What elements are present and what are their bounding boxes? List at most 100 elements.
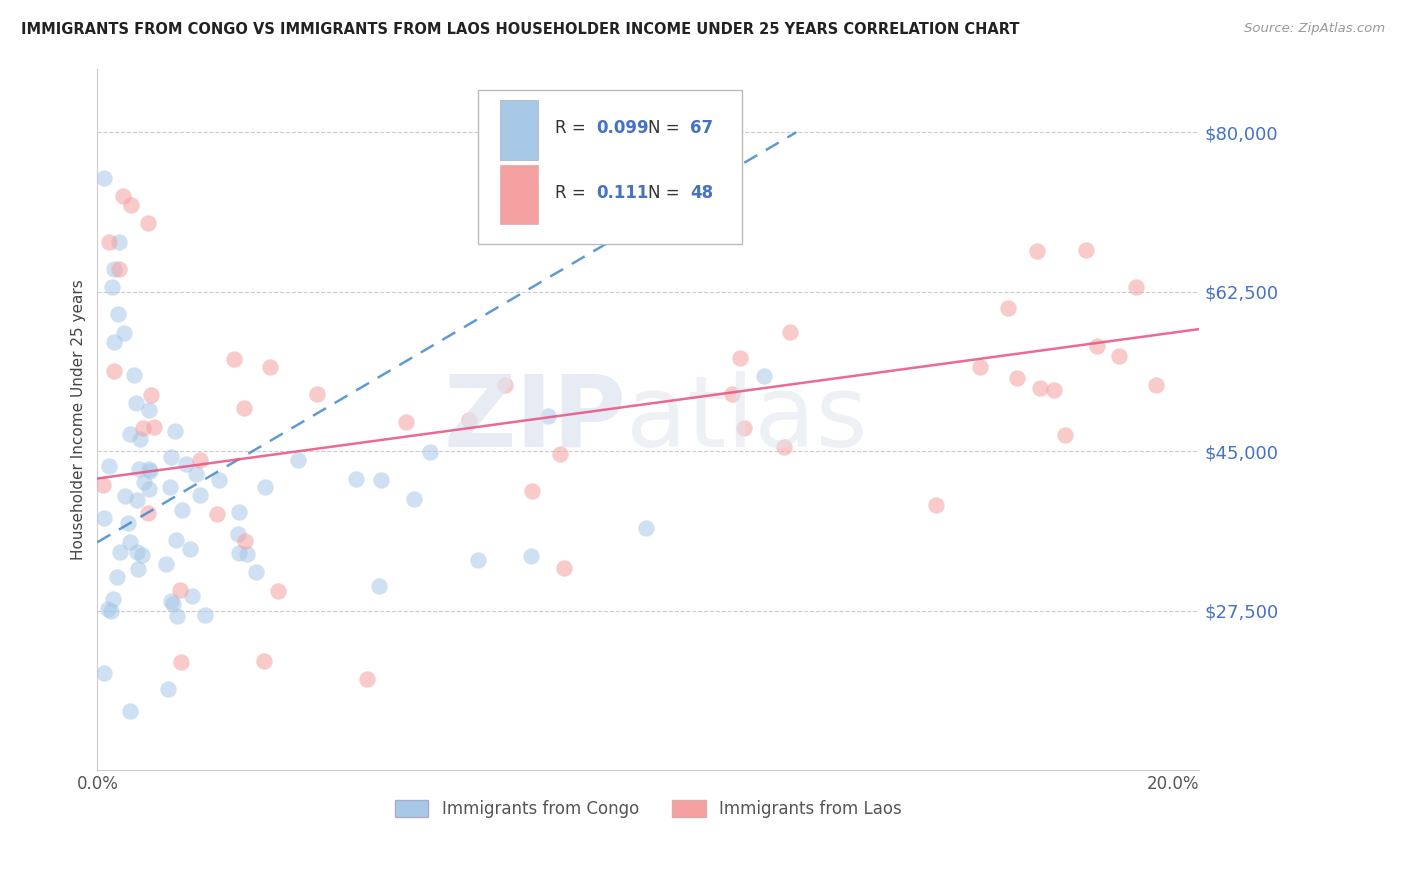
Point (127, 545, 149, 559)
Point (228, 546, 250, 560)
Text: Source: ZipAtlas.com: Source: ZipAtlas.com (1244, 22, 1385, 36)
Point (127, 562, 149, 576)
Point (105, 570, 128, 584)
Point (139, 388, 162, 402)
Text: 67: 67 (690, 120, 713, 137)
Text: N =: N = (648, 120, 685, 137)
Point (1005, 371, 1028, 385)
Point (773, 440, 796, 454)
Point (98, 235, 121, 249)
Point (97, 458, 120, 473)
Point (252, 654, 274, 668)
Point (155, 557, 177, 571)
Point (634, 521, 657, 535)
Point (370, 473, 392, 487)
Point (93, 511, 115, 525)
Point (733, 421, 755, 435)
Point (114, 490, 136, 504)
Point (228, 527, 250, 541)
Point (156, 682, 179, 697)
Point (222, 351, 245, 366)
Point (108, 235, 131, 249)
Point (132, 421, 155, 435)
Point (253, 480, 276, 494)
Point (194, 607, 217, 622)
Point (233, 401, 256, 416)
Point (402, 491, 425, 506)
Point (607, 229, 630, 244)
Point (103, 364, 125, 378)
Point (91, 478, 114, 492)
Point (142, 420, 165, 434)
Point (136, 507, 159, 521)
Point (1125, 280, 1147, 294)
Point (520, 549, 543, 564)
Point (259, 360, 281, 375)
Point (176, 457, 198, 471)
Point (112, 326, 135, 340)
Point (117, 516, 139, 531)
Point (159, 450, 181, 464)
Point (170, 503, 193, 517)
Point (131, 548, 153, 562)
Point (287, 452, 309, 467)
Y-axis label: Householder Income Under 25 years: Householder Income Under 25 years (72, 279, 86, 559)
Point (103, 334, 125, 349)
Point (553, 560, 575, 574)
Point (997, 301, 1019, 315)
FancyBboxPatch shape (478, 89, 742, 244)
Point (93, 665, 115, 680)
Point (267, 584, 290, 599)
Point (103, 262, 125, 277)
Point (779, 325, 801, 339)
Point (138, 403, 160, 417)
Point (138, 482, 160, 496)
Text: atlas: atlas (626, 371, 868, 467)
Point (233, 534, 256, 549)
Point (107, 262, 129, 277)
Point (138, 462, 160, 476)
Point (97, 602, 120, 616)
Point (1043, 383, 1066, 397)
Text: 0.111: 0.111 (596, 185, 650, 202)
Point (179, 541, 201, 556)
Point (457, 412, 479, 426)
Point (720, 387, 742, 401)
Point (305, 387, 328, 401)
Text: ZIP: ZIP (443, 371, 626, 467)
Point (236, 547, 259, 561)
Point (129, 432, 152, 446)
Point (245, 565, 267, 579)
Point (125, 396, 148, 410)
Point (1026, 244, 1049, 259)
Point (190, 453, 212, 467)
Point (1054, 427, 1077, 442)
Point (1085, 338, 1108, 352)
Point (548, 447, 571, 461)
Point (228, 505, 250, 519)
Point (108, 545, 131, 559)
Point (924, 498, 946, 512)
Point (103, 592, 125, 607)
Point (160, 594, 183, 608)
Point (128, 462, 150, 476)
Point (356, 672, 378, 686)
Point (159, 480, 181, 494)
Point (344, 472, 367, 486)
Point (419, 445, 441, 459)
Point (169, 582, 191, 597)
Point (107, 308, 129, 322)
Point (969, 359, 991, 374)
Point (752, 368, 775, 383)
Point (170, 655, 193, 669)
Point (188, 488, 211, 502)
Point (100, 604, 122, 618)
Point (166, 609, 188, 624)
Text: R =: R = (555, 185, 591, 202)
Text: R =: R = (555, 120, 591, 137)
Point (139, 464, 162, 478)
Point (118, 426, 141, 441)
Point (93, 170, 115, 185)
Point (205, 508, 228, 522)
Point (467, 552, 489, 566)
